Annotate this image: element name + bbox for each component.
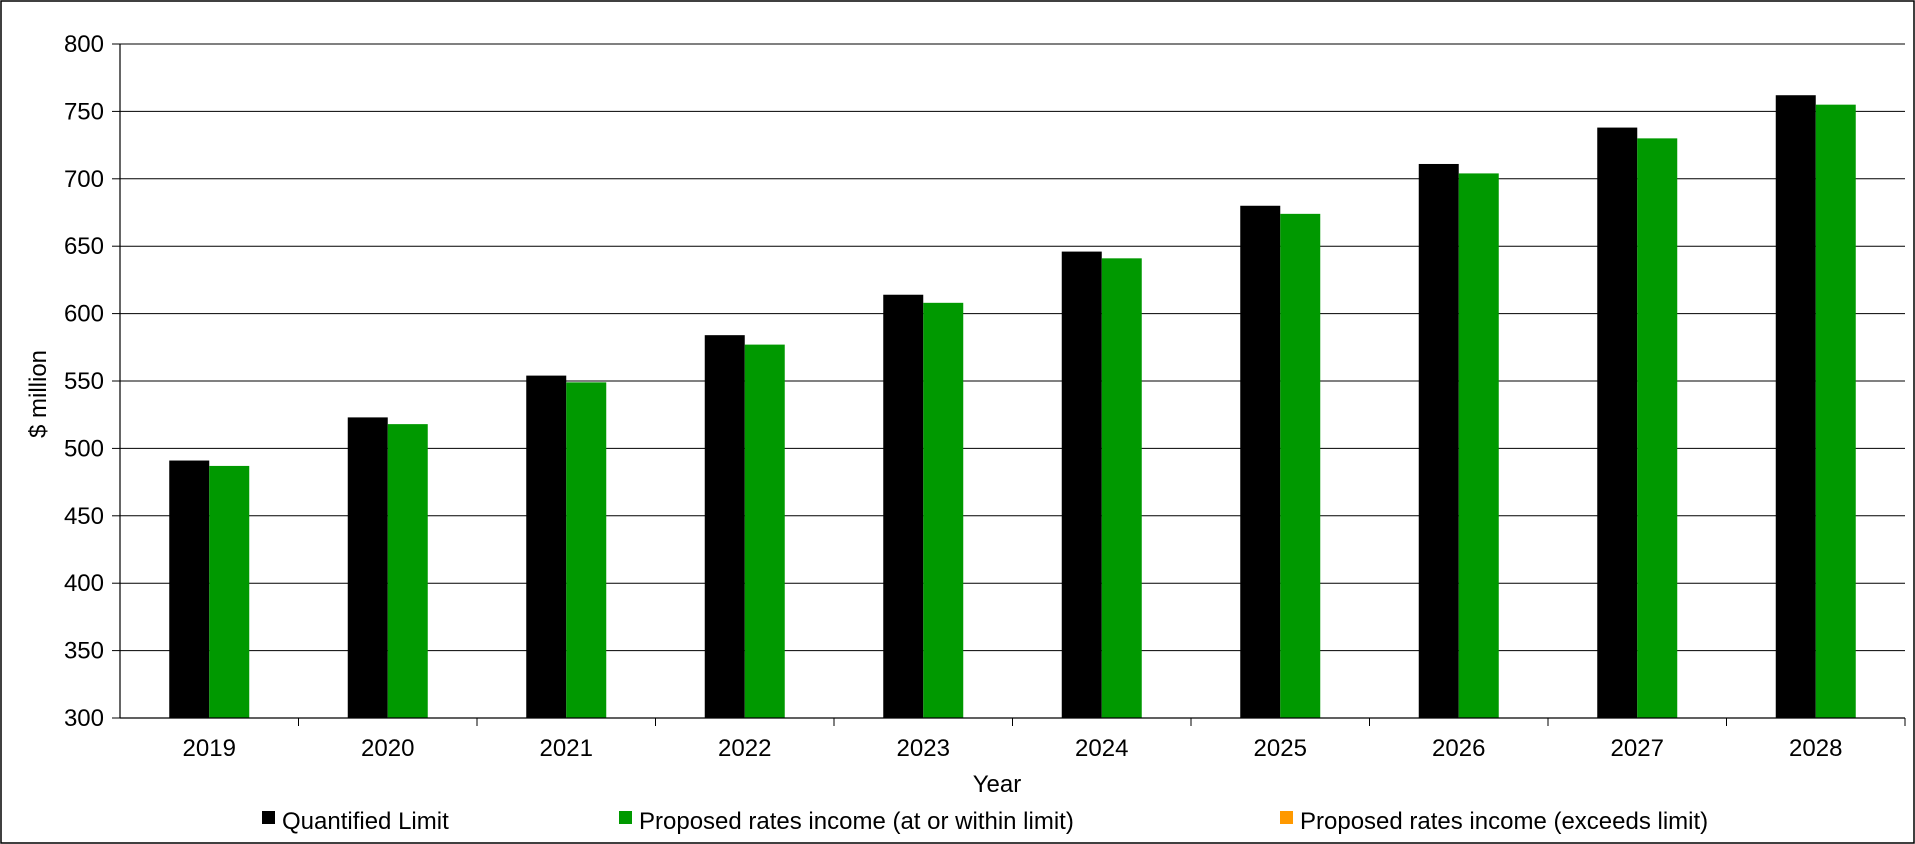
x-tick-label: 2027 [1611, 735, 1664, 762]
bars [169, 95, 1856, 719]
bar-proposed-rates-income-at-or-within-limit-2019 [209, 465, 250, 718]
x-tick-label: 2022 [718, 735, 771, 762]
y-tick-labels: 300 350 400 450 500 550 600 650 700 750 800 [64, 31, 104, 732]
bar-proposed-rates-income-at-or-within-limit-2024 [1101, 258, 1142, 718]
legend-label: Proposed rates income (at or within limi… [639, 808, 1074, 835]
x-tick-labels: 2019 2020 2021 2022 2023 2024 2025 2026 2027 2028 [183, 735, 1843, 762]
x-axis-title: Year [973, 771, 1022, 798]
bar-quantified-limit-2020 [347, 417, 388, 718]
bar-quantified-limit-2023 [883, 294, 924, 718]
bar-proposed-rates-income-at-or-within-limit-2021 [566, 382, 607, 718]
y-tick-label: 450 [64, 503, 104, 530]
bar-quantified-limit-2021 [526, 375, 567, 718]
bar-quantified-limit-2024 [1061, 251, 1102, 719]
bar-quantified-limit-2028 [1775, 95, 1816, 718]
legend-swatch [619, 811, 632, 824]
bar-proposed-rates-income-at-or-within-limit-2025 [1280, 213, 1321, 718]
bar-proposed-rates-income-at-or-within-limit-2026 [1458, 173, 1499, 718]
bar-proposed-rates-income-at-or-within-limit-2027 [1637, 138, 1678, 719]
x-tick-label: 2026 [1432, 735, 1485, 762]
bar-proposed-rates-income-at-or-within-limit-2022 [744, 344, 785, 718]
y-tick-label: 800 [64, 31, 104, 58]
x-tick-label: 2028 [1789, 735, 1842, 762]
y-tick-label: 600 [64, 301, 104, 328]
y-tick-label: 550 [64, 368, 104, 395]
y-tick-label: 650 [64, 233, 104, 260]
axes [119, 44, 1906, 726]
bar-proposed-rates-income-at-or-within-limit-2028 [1815, 104, 1856, 718]
y-tick-label: 700 [64, 166, 104, 193]
bar-proposed-rates-income-at-or-within-limit-2020 [387, 424, 428, 718]
y-tick-label: 750 [64, 98, 104, 125]
legend-label: Proposed rates income (exceeds limit) [1300, 808, 1708, 835]
x-tick-label: 2020 [361, 735, 414, 762]
legend-label: Quantified Limit [282, 808, 449, 835]
legend: Quantified Limit Proposed rates income (a… [262, 808, 1708, 835]
x-tick-label: 2019 [183, 735, 236, 762]
bar-quantified-limit-2022 [704, 335, 745, 718]
x-tick-label: 2021 [540, 735, 593, 762]
y-tick-label: 350 [64, 638, 104, 665]
bar-quantified-limit-2027 [1597, 127, 1638, 719]
y-tick-label: 300 [64, 705, 104, 732]
x-tick-label: 2023 [897, 735, 950, 762]
x-tick-label: 2024 [1075, 735, 1128, 762]
bar-quantified-limit-2019 [169, 460, 210, 718]
y-tick-label: 400 [64, 570, 104, 597]
bar-quantified-limit-2025 [1240, 205, 1281, 718]
bar-proposed-rates-income-at-or-within-limit-2023 [923, 302, 964, 718]
x-tick-label: 2025 [1254, 735, 1307, 762]
legend-swatch [1280, 811, 1293, 824]
bar-quantified-limit-2026 [1418, 163, 1459, 719]
y-tick-label: 500 [64, 435, 104, 462]
legend-swatch [262, 811, 275, 824]
y-axis-title: $ million [25, 350, 52, 438]
